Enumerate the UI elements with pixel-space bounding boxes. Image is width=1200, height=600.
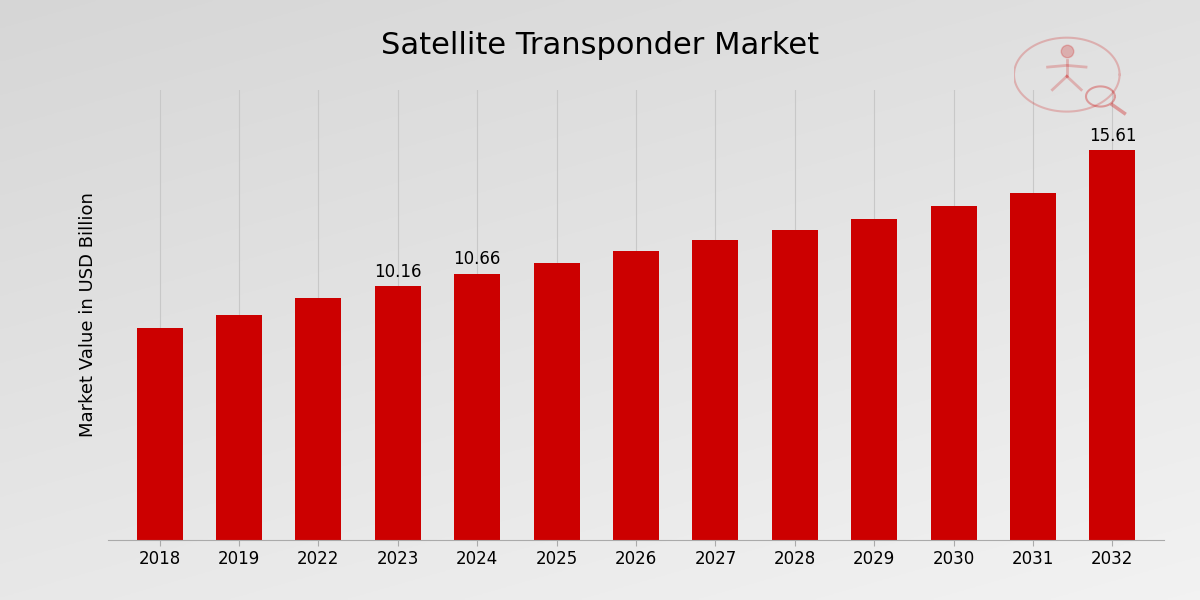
- Text: Satellite Transponder Market: Satellite Transponder Market: [380, 31, 820, 59]
- Bar: [692, 240, 738, 540]
- Bar: [930, 206, 977, 540]
- Bar: [534, 263, 580, 540]
- Text: 10.16: 10.16: [374, 263, 421, 281]
- Bar: [137, 328, 182, 540]
- Text: 10.66: 10.66: [454, 251, 500, 269]
- Bar: [851, 219, 898, 540]
- Bar: [454, 274, 500, 540]
- Bar: [772, 230, 818, 540]
- Y-axis label: Market Value in USD Billion: Market Value in USD Billion: [79, 193, 97, 437]
- Bar: [295, 298, 342, 540]
- Text: 15.61: 15.61: [1088, 127, 1136, 145]
- Bar: [1010, 193, 1056, 540]
- Bar: [1090, 150, 1135, 540]
- Bar: [374, 286, 421, 540]
- Bar: [216, 315, 262, 540]
- Bar: [613, 251, 659, 540]
